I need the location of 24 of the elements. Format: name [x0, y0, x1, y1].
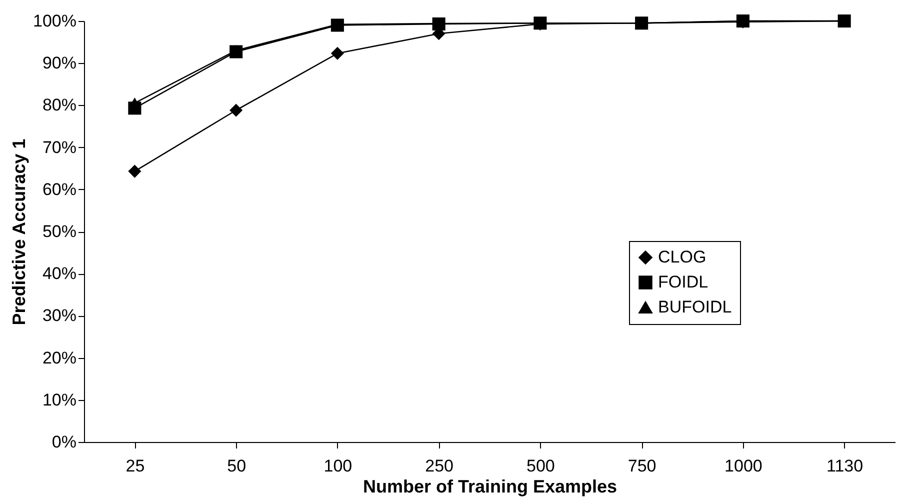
y-tick-label: 60%	[42, 180, 76, 199]
y-tick-label: 30%	[42, 306, 76, 326]
x-tick-label: 50	[227, 456, 246, 476]
y-tick-label: 80%	[42, 96, 76, 115]
x-tick-label: 25	[126, 456, 145, 476]
y-tick-label: 70%	[42, 138, 76, 157]
y-tick-label: 40%	[42, 264, 76, 284]
legend-label: FOIDL	[658, 272, 708, 292]
x-tick-label: 750	[628, 456, 656, 476]
x-tick-label: 500	[526, 456, 555, 476]
x-tick-label: 1130	[826, 456, 864, 476]
x-axis-title: Number of Training Examples	[362, 476, 618, 496]
y-tick-label: 90%	[42, 54, 76, 73]
y-tick-label: 100%	[33, 12, 76, 30]
y-tick-label: 0%	[52, 432, 76, 452]
y-tick-label: 10%	[42, 390, 76, 410]
x-tick-label: 1000	[724, 456, 762, 476]
y-axis-title: Predictive Accuracy 1	[9, 138, 30, 326]
y-tick-label: 20%	[42, 348, 76, 368]
x-tick-label: 100	[324, 456, 352, 476]
y-tick-label: 50%	[42, 222, 76, 241]
legend-label: BUFOIDL	[658, 298, 732, 316]
x-tick-label: 250	[425, 456, 454, 476]
legend-label: CLOG	[658, 248, 706, 266]
